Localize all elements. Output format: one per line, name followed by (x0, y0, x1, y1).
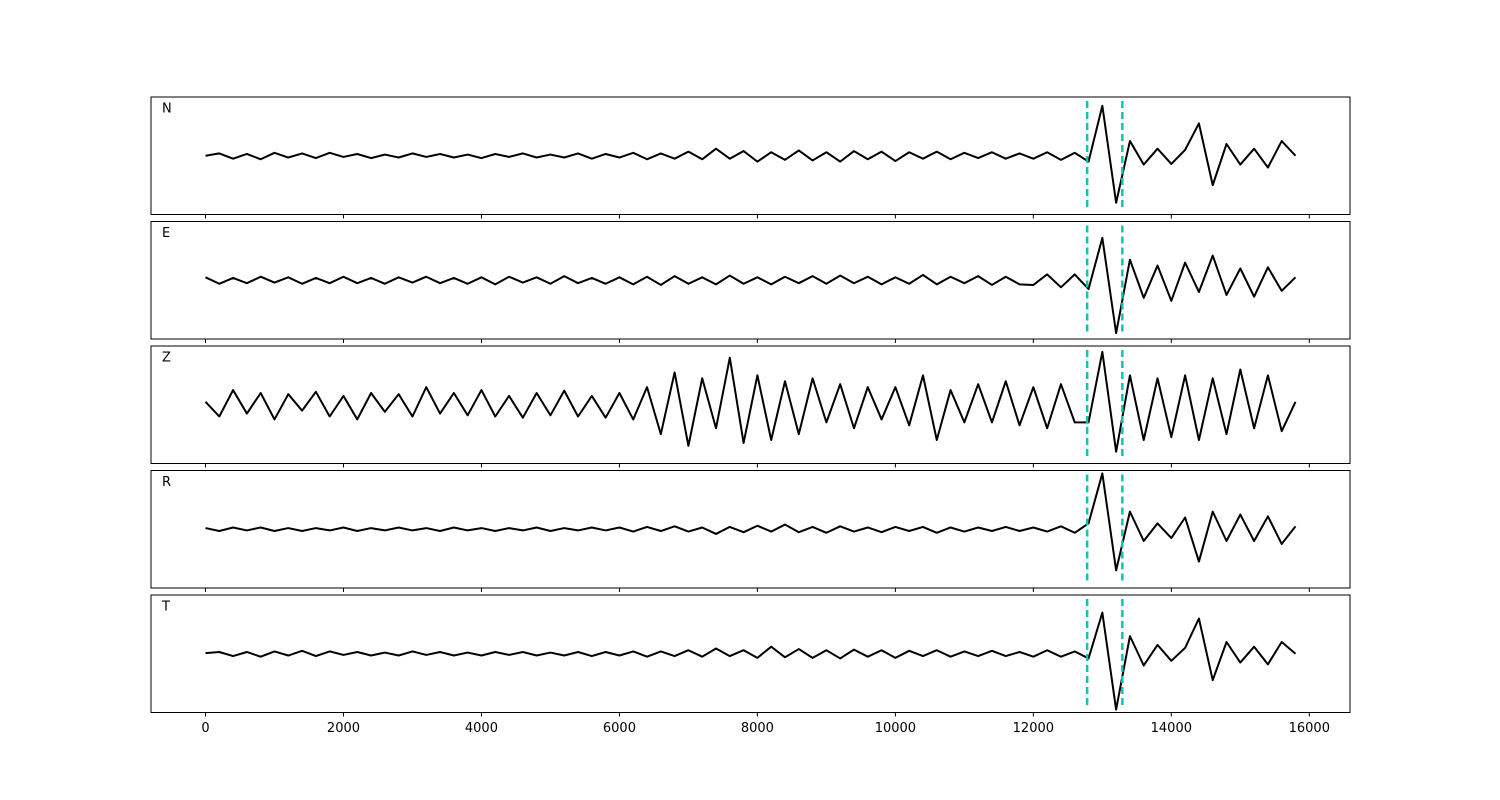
x-tick-label: 16000 (1289, 721, 1330, 736)
x-tick-label: 2000 (327, 721, 360, 736)
x-tick-label: 12000 (1013, 721, 1054, 736)
panel-label: N (162, 102, 172, 117)
panel-label: E (162, 226, 170, 241)
x-tick-label: 8000 (741, 721, 774, 736)
panel-label: T (161, 600, 170, 615)
trace (205, 611, 1297, 711)
trace (205, 104, 1297, 204)
panel-label: Z (162, 351, 171, 366)
panel-frame (150, 594, 1351, 713)
trace (205, 472, 1297, 572)
x-tick-label: 4000 (465, 721, 498, 736)
panel-frame (150, 345, 1351, 464)
trace (205, 236, 1297, 335)
x-tick-label: 14000 (1151, 721, 1192, 736)
panel-frame (150, 96, 1351, 215)
trace (204, 350, 1297, 453)
panel-label: R (162, 475, 171, 490)
panel-frame (150, 470, 1351, 589)
x-tick-label: 0 (201, 721, 209, 736)
x-tick-label: 10000 (875, 721, 916, 736)
x-tick-label: 6000 (603, 721, 636, 736)
panel-frame (150, 221, 1351, 340)
